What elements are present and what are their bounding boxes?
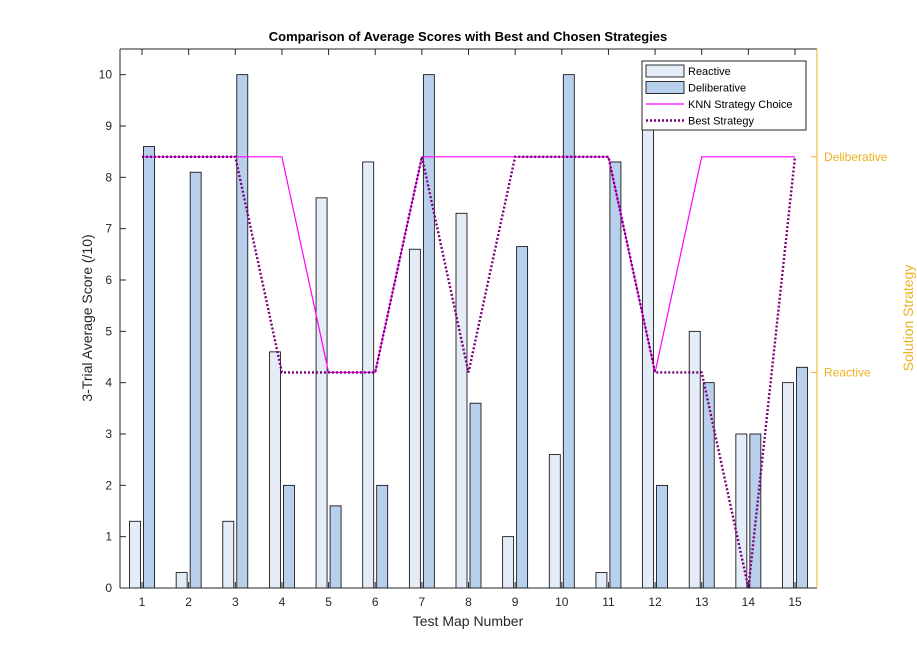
bar-deliberative-11 xyxy=(609,161,622,589)
x-tick-label: 13 xyxy=(695,595,709,609)
y-tick-label: 2 xyxy=(105,478,112,492)
bar-deliberative-4 xyxy=(283,484,295,589)
bar-deliberative-15 xyxy=(796,366,808,589)
bar-reactive-6 xyxy=(362,161,375,589)
y-tick-label: 0 xyxy=(105,581,112,595)
y-tick-label: 7 xyxy=(105,222,112,236)
bar-reactive-5 xyxy=(315,197,328,589)
y-tick-label: 6 xyxy=(105,273,112,287)
right-tick-label: Reactive xyxy=(824,365,871,379)
x-tick-label: 8 xyxy=(465,595,472,609)
bar-reactive-11 xyxy=(595,572,608,589)
bar-deliberative-9 xyxy=(516,246,529,589)
bar-deliberative-12 xyxy=(656,484,668,589)
legend-swatch-deliberative xyxy=(645,81,685,94)
y-tick-label: 5 xyxy=(105,324,112,338)
bar-deliberative-3 xyxy=(236,74,249,589)
series-line-knn-strategy-choice xyxy=(142,156,795,373)
bar-reactive-10 xyxy=(548,454,561,589)
bar-deliberative-10 xyxy=(562,74,575,589)
y-tick-label: 1 xyxy=(105,530,112,544)
right-tick-label: Deliberative xyxy=(824,150,888,164)
bar-deliberative-13 xyxy=(702,382,715,589)
x-tick-label: 2 xyxy=(185,595,192,609)
bar-reactive-13 xyxy=(688,330,701,589)
legend-label: KNN Strategy Choice xyxy=(688,99,793,111)
bar-reactive-7 xyxy=(408,248,421,589)
chart-title: Comparison of Average Scores with Best a… xyxy=(269,29,668,44)
x-tick-label: 14 xyxy=(742,595,756,609)
x-tick-label: 10 xyxy=(555,595,569,609)
series-line-best-strategy xyxy=(142,155,797,589)
y-tick-label: 3 xyxy=(105,427,112,441)
bar-deliberative-2 xyxy=(189,171,202,589)
bars-layer xyxy=(129,74,808,589)
bar-deliberative-7 xyxy=(422,74,435,589)
legend-label: Reactive xyxy=(688,66,731,78)
plot-area xyxy=(120,49,817,588)
x-tick-label: 5 xyxy=(325,595,332,609)
bar-reactive-4 xyxy=(269,351,281,589)
x-tick-label: 12 xyxy=(648,595,662,609)
lines-layer xyxy=(142,155,797,589)
legend-swatch-reactive xyxy=(645,64,685,78)
right-axis-label: Solution Strategy xyxy=(900,265,916,372)
y-axis-label: 3-Trial Average Score (/10) xyxy=(79,234,95,401)
x-tick-label: 6 xyxy=(372,595,379,609)
x-tick-label: 1 xyxy=(139,595,146,609)
bar-reactive-1 xyxy=(129,520,141,589)
bar-reactive-3 xyxy=(222,520,235,589)
legend-label: Best Strategy xyxy=(688,116,755,128)
y-tick-label: 8 xyxy=(105,170,112,184)
y-tick-label: 4 xyxy=(105,376,112,390)
bar-reactive-8 xyxy=(455,212,468,589)
bar-deliberative-5 xyxy=(329,505,342,589)
bar-reactive-2 xyxy=(175,572,188,589)
y-tick-label: 10 xyxy=(99,68,113,82)
x-tick-label: 15 xyxy=(788,595,802,609)
x-tick-label: 9 xyxy=(512,595,519,609)
legend-box xyxy=(641,60,807,131)
bar-reactive-15 xyxy=(782,382,794,589)
legend: Reactive Deliberative KNN Strategy Choice B… xyxy=(641,60,807,131)
x-tick-label: 11 xyxy=(602,595,615,609)
y-tick-label: 9 xyxy=(105,119,112,133)
x-axis-label: Test Map Number xyxy=(413,613,524,629)
x-tick-label: 3 xyxy=(232,595,239,609)
x-tick-label: 7 xyxy=(419,595,426,609)
bar-reactive-9 xyxy=(502,536,515,589)
legend-label: Deliberative xyxy=(688,83,746,95)
bar-deliberative-8 xyxy=(469,402,482,589)
bar-deliberative-6 xyxy=(376,484,389,589)
bar-deliberative-1 xyxy=(143,146,155,589)
bar-reactive-14 xyxy=(735,433,748,589)
x-tick-label: 4 xyxy=(279,595,286,609)
